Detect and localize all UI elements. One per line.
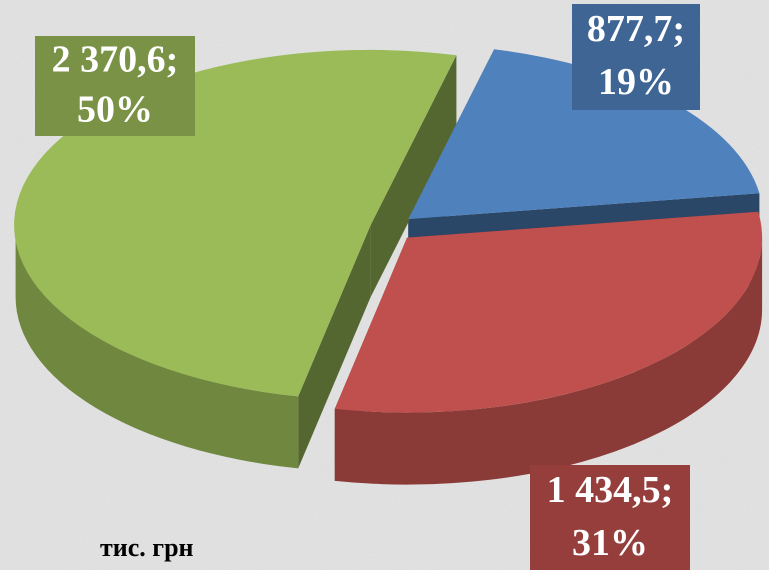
slice-side <box>370 55 457 298</box>
percent-label: 50% <box>77 89 153 131</box>
slice <box>14 49 457 397</box>
slice <box>408 49 760 220</box>
unit-annotation: тис. грн <box>100 533 194 562</box>
percent-label: 19% <box>598 61 674 103</box>
slice-wall <box>15 225 299 469</box>
value-label: 877,7; <box>587 8 685 50</box>
slice-wall <box>334 237 763 485</box>
slice <box>334 211 763 413</box>
value-label: 1 434,5; <box>547 469 674 511</box>
slice-side <box>298 225 371 469</box>
label-box <box>572 4 700 110</box>
percent-label: 31% <box>572 522 648 564</box>
data-labels: 877,7; 19% 1 434,5; 31% 2 370,6; 50% <box>35 4 700 570</box>
value-label: 2 370,6; <box>52 39 179 81</box>
label-box <box>530 465 690 570</box>
label-box <box>35 36 195 136</box>
slice-tops <box>14 49 763 413</box>
